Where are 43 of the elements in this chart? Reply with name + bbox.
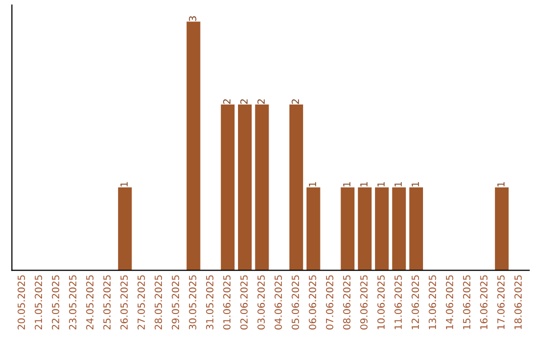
data-label: 1: [497, 182, 504, 186]
data-label: 2: [240, 99, 248, 104]
x-tick-label: 08.06.2025: [343, 275, 350, 330]
x-tick-label: 28.05.2025: [154, 275, 162, 330]
x-tick-label: 07.06.2025: [326, 275, 334, 330]
x-tick-label: 21.05.2025: [34, 275, 42, 330]
x-tick-label: 23.05.2025: [69, 275, 76, 330]
x-tick-label: 09.06.2025: [360, 275, 368, 330]
data-label: 1: [394, 182, 402, 186]
x-tick-label: 22.05.2025: [52, 275, 60, 330]
x-tick-label: 29.05.2025: [172, 275, 180, 330]
x-tick-label: 13.06.2025: [428, 275, 436, 330]
x-tick-label: 16.06.2025: [480, 275, 488, 330]
x-tick-label: 06.06.2025: [308, 275, 316, 330]
x-tick-label: 20.05.2025: [18, 275, 25, 330]
x-tick-label: 03.06.2025: [257, 275, 265, 330]
data-label: 1: [377, 182, 385, 186]
data-label: 1: [343, 182, 350, 186]
data-label: 1: [308, 182, 316, 186]
x-tick-label: 26.05.2025: [120, 275, 128, 330]
x-tick-label: 04.06.2025: [274, 275, 282, 330]
x-tick-label: 30.05.2025: [188, 275, 196, 330]
x-tick-label: 10.06.2025: [377, 275, 385, 330]
data-label: 2: [257, 99, 265, 104]
x-tick-label: 01.06.2025: [223, 275, 231, 330]
x-tick-label: 05.06.2025: [292, 275, 300, 330]
x-tick-label: 15.06.2025: [463, 275, 470, 330]
x-tick-label: 31.05.2025: [206, 275, 214, 330]
data-label: 2: [292, 99, 299, 104]
x-tick-label: 25.05.2025: [103, 275, 111, 330]
x-tick-label: 14.06.2025: [446, 275, 454, 330]
data-label: 1: [412, 182, 419, 186]
x-tick-label: 02.06.2025: [240, 275, 248, 330]
x-tick-label: 11.06.2025: [394, 275, 402, 330]
data-label: 3: [188, 16, 196, 21]
data-label: 1: [120, 182, 128, 186]
data-label: 1: [360, 182, 368, 186]
data-label: 2: [223, 99, 230, 104]
x-tick-label: 27.05.2025: [138, 275, 145, 330]
x-tick-label: 17.06.2025: [497, 275, 505, 330]
x-tick-label: 12.06.2025: [412, 275, 419, 330]
x-tick-label: 24.05.2025: [86, 275, 94, 330]
x-tick-label: 18.06.2025: [514, 275, 522, 330]
